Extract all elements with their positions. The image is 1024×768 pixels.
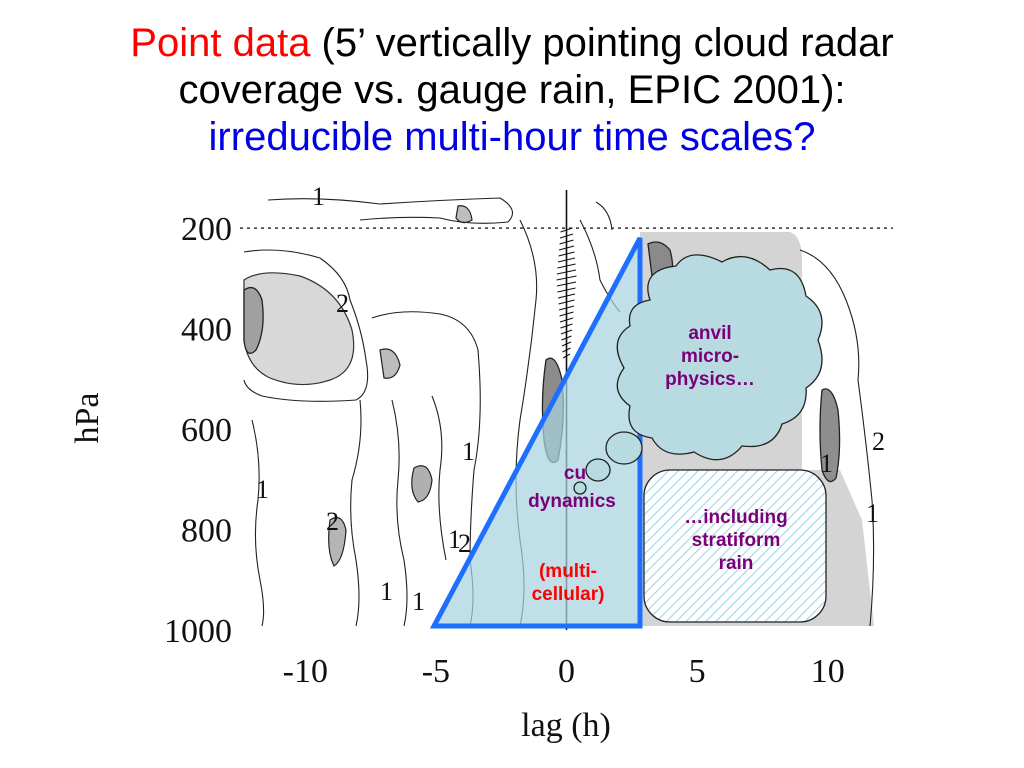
contour-label: 2 — [458, 529, 471, 558]
rain-tick — [557, 287, 576, 293]
rain-tick — [557, 263, 576, 269]
contour-label: 2 — [872, 427, 885, 456]
x-axis-ticks: -10 -5 0 5 10 — [283, 653, 845, 690]
contour-label: 2 — [336, 289, 349, 318]
slide-title: Point data (5’ vertically pointing cloud… — [0, 20, 1024, 161]
rain-tick — [561, 335, 572, 341]
rain-tick — [562, 347, 571, 353]
y-tick-label: 200 — [181, 211, 232, 248]
x-tick-label: 5 — [689, 653, 706, 690]
rain-tick — [556, 281, 577, 287]
title-line1-rest: (5’ vertically pointing cloud radar — [310, 21, 894, 65]
contour-label: 1 — [380, 577, 393, 606]
dark-core-right — [819, 388, 841, 483]
contour-label: 1 — [820, 449, 833, 478]
y-axis-ticks: 200 400 600 800 1000 — [164, 211, 232, 650]
contour-label: 1 — [866, 499, 879, 528]
rain-tick-marks — [556, 227, 577, 359]
rain-tick — [560, 323, 573, 329]
contour-label: 2 — [326, 507, 339, 536]
contour-labels: 1 2 1 1 2 1 1 1 2 2 1 1 — [256, 182, 885, 616]
rain-tick — [558, 245, 575, 251]
y-tick-label: 400 — [181, 312, 232, 349]
cu-label: cu — [563, 463, 587, 484]
rain-tick — [559, 311, 574, 317]
shade-region-topleft — [243, 286, 264, 354]
rain-tick — [556, 275, 577, 281]
contour-label: 1 — [256, 475, 269, 504]
stratiform-box — [643, 469, 827, 623]
x-axis-label: lag (h) — [521, 707, 611, 744]
contour-label: 1 — [412, 587, 425, 616]
rain-tick — [559, 239, 574, 245]
anvil-thought-cloud — [573, 254, 823, 495]
anvil-label: anvil micro- physics… — [665, 323, 755, 390]
rain-tick — [556, 269, 577, 275]
rain-tick — [560, 329, 573, 335]
x-tick-label: 0 — [558, 653, 575, 690]
shade-region-left — [243, 272, 355, 386]
rain-tick — [557, 293, 576, 299]
y-axis-label: hPa — [69, 393, 106, 444]
rain-tick — [559, 317, 574, 323]
dynamics-label: dynamics — [528, 491, 616, 512]
contour-label: 1 — [462, 437, 475, 466]
multicellular-label: (multi- cellular) — [531, 561, 605, 605]
rain-tick — [557, 257, 576, 263]
y-tick-label: 1000 — [164, 613, 232, 650]
title-line3: irreducible multi-hour time scales? — [208, 115, 816, 159]
stratiform-label: …including stratiform rain — [684, 507, 788, 574]
title-line2: coverage vs. gauge rain, EPIC 2001): — [178, 68, 846, 112]
contour-label: 1 — [312, 182, 325, 211]
rain-tick — [560, 227, 573, 233]
rain-tick — [561, 341, 572, 347]
y-tick-label: 600 — [181, 412, 232, 449]
x-tick-label: -5 — [422, 653, 450, 690]
x-tick-label: -10 — [283, 653, 328, 690]
rain-tick — [559, 233, 574, 239]
rain-tick — [562, 353, 571, 359]
contour-label: 1 — [448, 525, 461, 554]
y-tick-label: 800 — [181, 513, 232, 550]
x-tick-label: 10 — [811, 653, 845, 690]
rain-tick — [558, 251, 575, 257]
title-point-data: Point data — [130, 21, 311, 65]
rain-tick — [558, 305, 575, 311]
rain-tick — [558, 299, 575, 305]
